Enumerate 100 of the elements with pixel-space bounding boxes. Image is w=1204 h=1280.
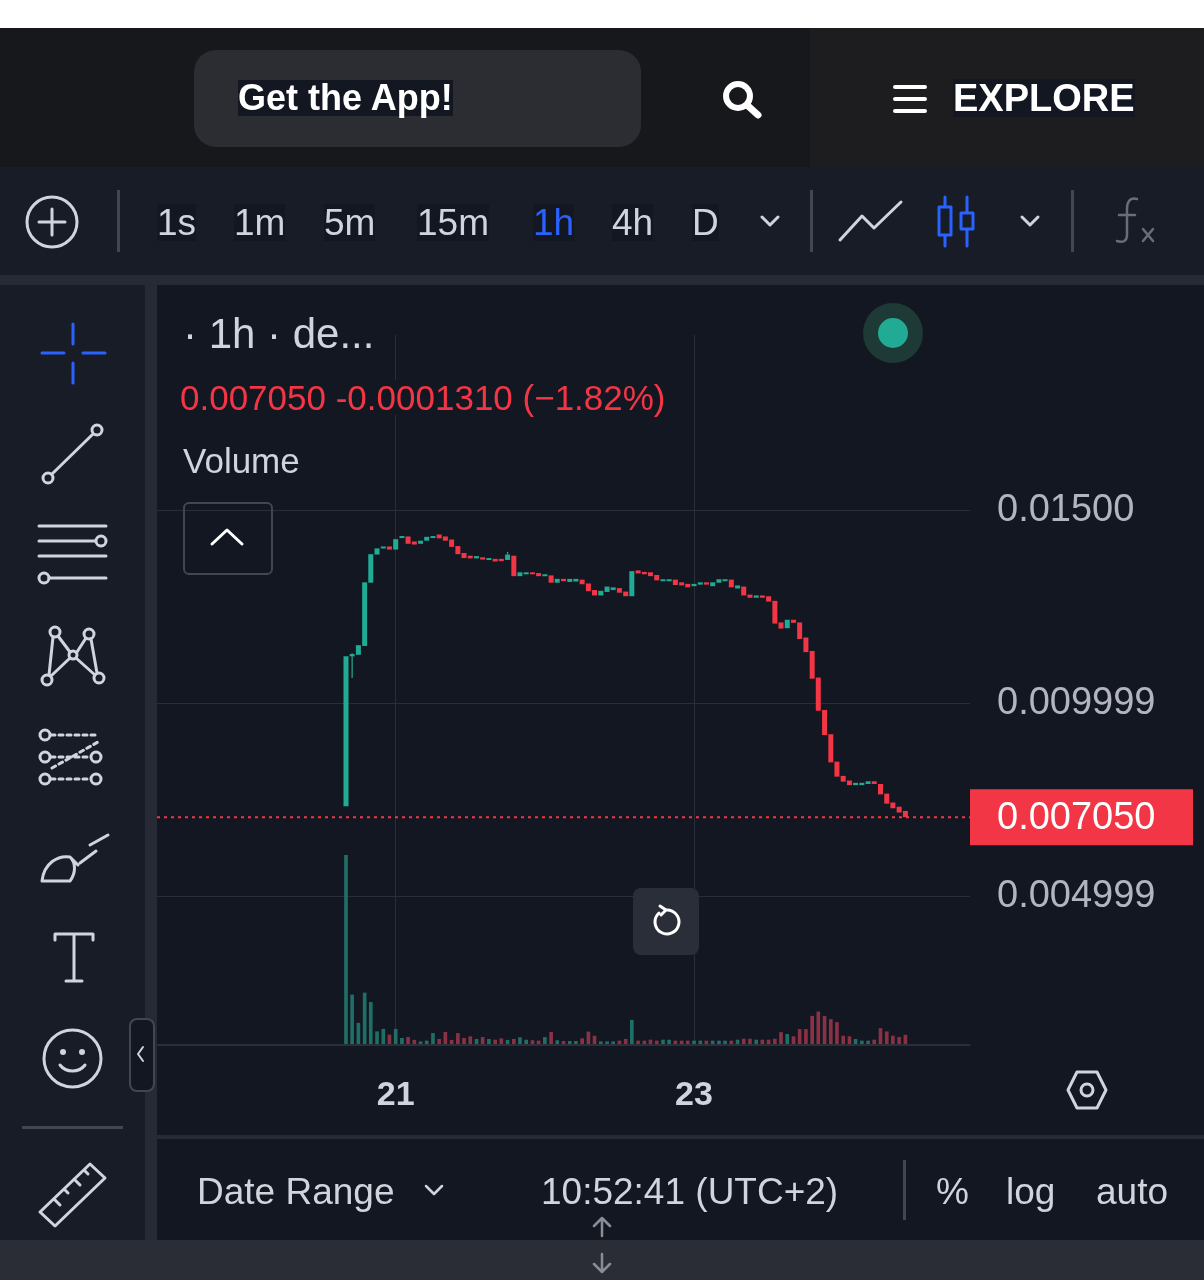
bar bbox=[654, 1040, 659, 1044]
candlestick bbox=[548, 575, 554, 583]
bar bbox=[580, 1038, 584, 1044]
candlestick bbox=[747, 594, 753, 598]
bar bbox=[368, 1002, 373, 1044]
text: 5m bbox=[324, 202, 376, 243]
candlestick bbox=[735, 585, 741, 589]
bar bbox=[549, 1031, 553, 1044]
candlestick bbox=[523, 572, 529, 575]
bar bbox=[524, 1039, 529, 1044]
candlestick bbox=[343, 656, 349, 807]
bar bbox=[804, 1029, 808, 1044]
bar bbox=[754, 1039, 759, 1044]
candlestick bbox=[399, 536, 405, 539]
y-tick-label: 0.004999 bbox=[997, 872, 1156, 915]
text: Get the App! bbox=[238, 77, 453, 118]
bar bbox=[698, 1040, 703, 1044]
bar bbox=[841, 1035, 846, 1044]
bar bbox=[393, 1028, 398, 1044]
text: 4h bbox=[612, 202, 654, 243]
text: D bbox=[692, 202, 719, 243]
bar bbox=[810, 1015, 814, 1044]
bar bbox=[779, 1032, 783, 1044]
bar bbox=[741, 1038, 746, 1044]
bar bbox=[418, 1041, 423, 1044]
candlestick bbox=[728, 579, 734, 588]
bar bbox=[816, 1011, 821, 1044]
bar bbox=[412, 1039, 417, 1044]
y-tick-label: 0.01500 bbox=[997, 487, 1135, 530]
bar bbox=[667, 1039, 671, 1044]
x-tick-label: 23 bbox=[675, 1073, 713, 1112]
bar bbox=[487, 1038, 491, 1044]
bar bbox=[785, 1034, 790, 1044]
bar bbox=[860, 1040, 864, 1044]
bar bbox=[437, 1038, 442, 1044]
bar bbox=[493, 1039, 498, 1044]
candlestick bbox=[722, 579, 728, 582]
text: 15m bbox=[417, 202, 489, 243]
candlestick bbox=[784, 619, 790, 629]
candlestick bbox=[666, 579, 672, 582]
candlestick bbox=[511, 555, 517, 577]
text: % bbox=[936, 1171, 969, 1212]
candlestick bbox=[834, 761, 840, 777]
text: log bbox=[1006, 1171, 1056, 1212]
candlestick bbox=[480, 557, 486, 560]
bar bbox=[723, 1040, 727, 1044]
bar bbox=[605, 1041, 609, 1044]
bar bbox=[406, 1037, 410, 1044]
bar bbox=[636, 1040, 640, 1044]
candlestick bbox=[865, 781, 871, 784]
text: 1s bbox=[157, 202, 197, 243]
candlestick bbox=[554, 578, 560, 583]
candlestick bbox=[418, 540, 424, 544]
bar bbox=[344, 855, 348, 1044]
candlestick bbox=[629, 571, 635, 597]
bar bbox=[872, 1039, 877, 1044]
bar bbox=[611, 1041, 616, 1044]
bar bbox=[512, 1038, 516, 1044]
annotation: 0.007050 -0.0001310 (−1.82%) bbox=[180, 378, 666, 417]
bar bbox=[543, 1037, 547, 1044]
candlestick bbox=[374, 548, 380, 555]
bar bbox=[710, 1040, 715, 1044]
bar bbox=[773, 1038, 777, 1044]
bar bbox=[499, 1038, 504, 1044]
bar bbox=[729, 1040, 734, 1044]
candlestick bbox=[741, 586, 747, 596]
bar bbox=[835, 1022, 839, 1044]
bar bbox=[375, 1031, 379, 1044]
bar bbox=[468, 1036, 473, 1044]
candlestick bbox=[517, 572, 523, 577]
candlestick bbox=[386, 546, 392, 550]
bar bbox=[828, 1019, 833, 1044]
text: 1h bbox=[533, 202, 575, 243]
bar bbox=[381, 1028, 386, 1044]
candlestick bbox=[703, 582, 709, 585]
text: 1m bbox=[234, 202, 286, 243]
candlestick bbox=[393, 539, 399, 550]
bar bbox=[400, 1038, 404, 1044]
bar bbox=[866, 1040, 870, 1044]
bar bbox=[567, 1041, 572, 1044]
text: auto bbox=[1096, 1171, 1169, 1212]
candlestick bbox=[871, 781, 877, 784]
bar bbox=[350, 994, 354, 1044]
candlestick bbox=[753, 595, 759, 598]
bar bbox=[623, 1038, 628, 1044]
bar bbox=[685, 1040, 690, 1044]
bar bbox=[891, 1035, 895, 1044]
x-tick-label: 21 bbox=[376, 1073, 415, 1112]
bar bbox=[629, 1019, 634, 1044]
bar bbox=[431, 1033, 435, 1044]
bar bbox=[462, 1038, 466, 1044]
bar bbox=[574, 1041, 578, 1044]
text: 10:52:41 (UTC+2) bbox=[541, 1171, 839, 1212]
y-tick-label: 0.009999 bbox=[997, 679, 1156, 722]
bar bbox=[897, 1037, 901, 1044]
candlestick bbox=[542, 574, 548, 577]
candlestick bbox=[505, 551, 511, 560]
bar bbox=[748, 1038, 752, 1044]
candlestick bbox=[380, 546, 386, 549]
candlestick bbox=[660, 579, 666, 582]
